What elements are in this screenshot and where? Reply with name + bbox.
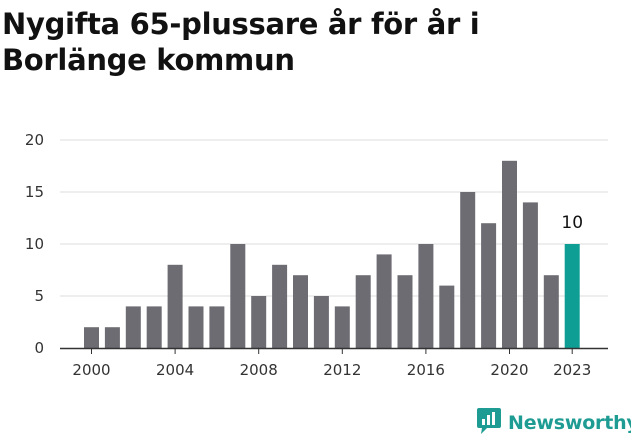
highlight-data-label: 10 [561, 213, 583, 233]
bar-2019 [481, 223, 497, 348]
bar-2007 [230, 244, 246, 348]
x-tick-label: 2004 [156, 361, 194, 379]
data-labels: 10 [561, 213, 583, 233]
bar-2022 [543, 275, 559, 348]
bar-2011 [313, 296, 329, 348]
bar-2018 [460, 192, 476, 348]
x-tick-label: 2016 [407, 361, 445, 379]
y-tick-label: 20 [25, 131, 44, 149]
bar-2016 [418, 244, 434, 348]
bar-2008 [251, 296, 267, 348]
bar-2003 [146, 306, 162, 348]
chart-title: Nygifta 65-plussare år för år i Borlänge… [2, 7, 480, 77]
bar-2009 [272, 264, 288, 348]
bars [84, 160, 580, 348]
bar-2001 [104, 327, 120, 348]
y-tick-label: 15 [25, 183, 44, 201]
bar-2004 [167, 264, 183, 348]
y-tick-label: 10 [25, 235, 44, 253]
x-tick-label: 2023 [553, 361, 591, 379]
y-tick-label: 0 [34, 339, 44, 357]
y-tick-label: 5 [34, 287, 44, 305]
bar-2017 [439, 285, 455, 348]
y-axis-ticks: 0 5 10 15 20 [25, 131, 44, 357]
bar-2000 [84, 327, 99, 348]
bar-2021 [522, 202, 538, 348]
bar-2010 [293, 275, 308, 348]
bar-2005 [188, 306, 204, 348]
bar-2002 [125, 306, 141, 348]
bar-2012 [334, 306, 350, 348]
x-axis-ticks: 2000 2004 2008 2012 2016 2020 2023 [72, 348, 591, 379]
brand-name: Newsworthy [508, 412, 631, 434]
bar-2015 [397, 275, 413, 348]
x-tick-label: 2020 [490, 361, 528, 379]
brand-logo: Newsworthy [476, 408, 631, 438]
bar-2006 [209, 306, 225, 348]
bar-2023 [564, 244, 580, 348]
bar-2014 [376, 254, 392, 348]
x-tick-label: 2000 [72, 361, 110, 379]
bar-2013 [355, 275, 371, 348]
bar-2020 [502, 160, 517, 348]
newsworthy-chat-chart-icon [476, 407, 502, 439]
x-tick-label: 2012 [323, 361, 361, 379]
x-tick-label: 2008 [240, 361, 278, 379]
